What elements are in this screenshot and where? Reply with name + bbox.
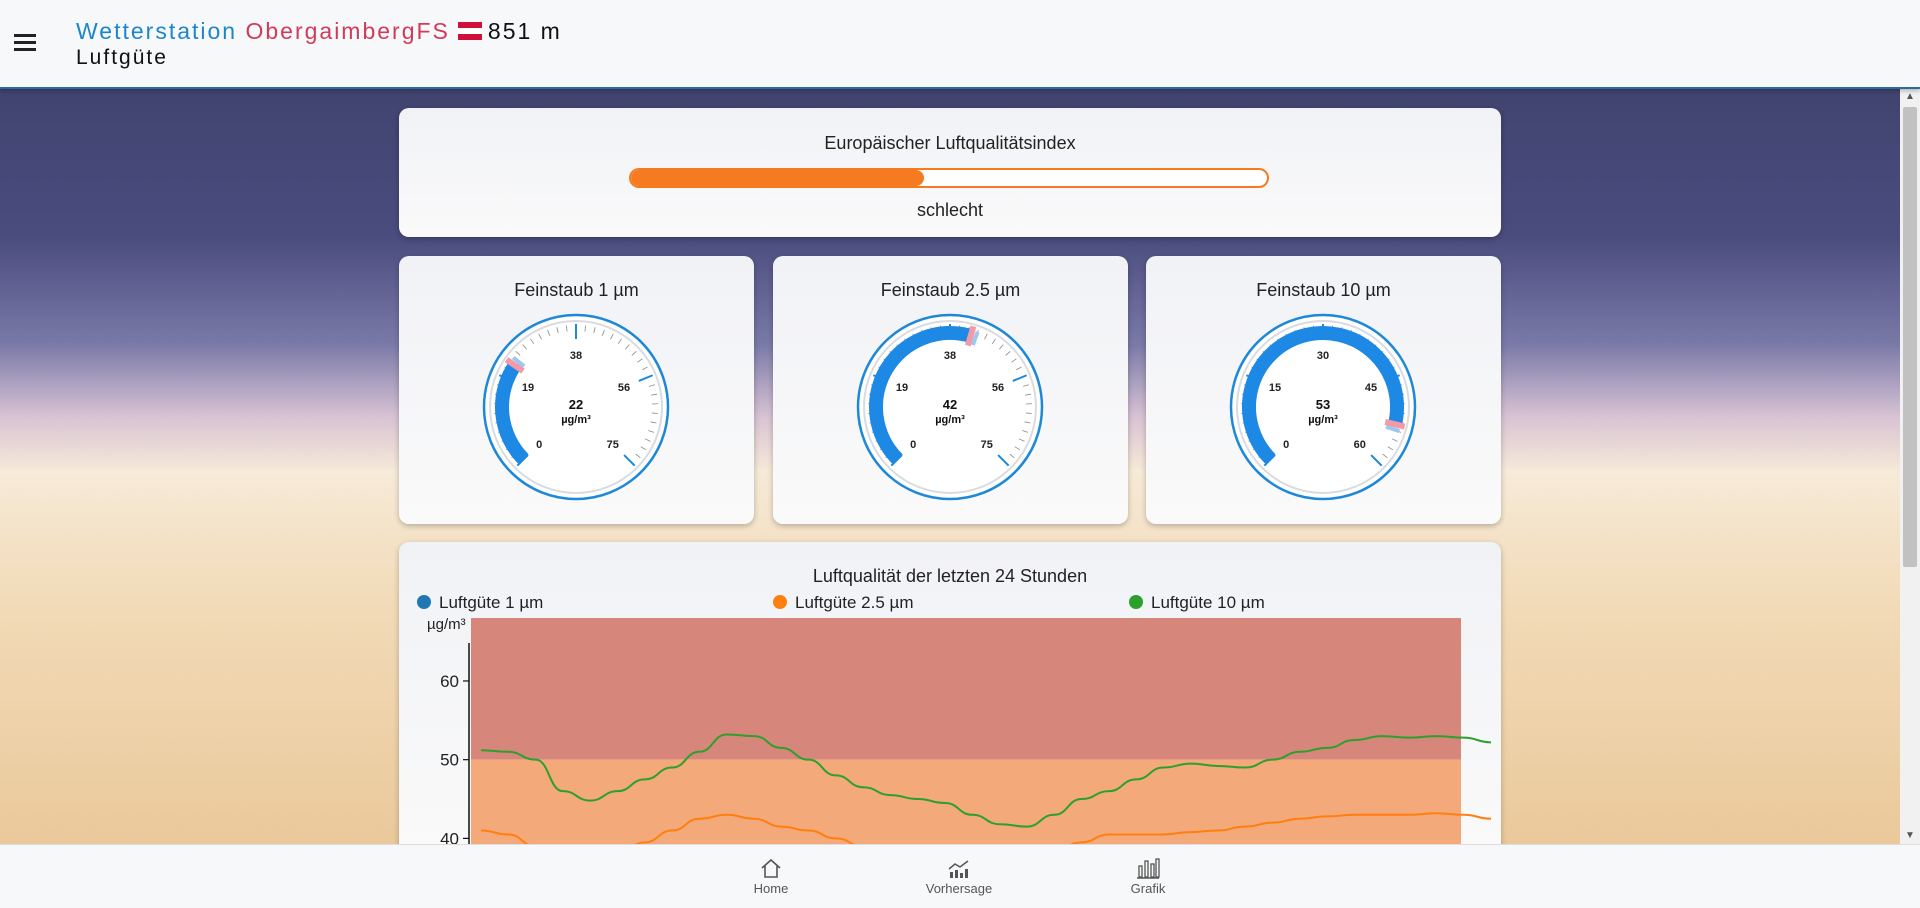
gauge-tick-label: 56 [618, 382, 630, 394]
title-station-name: ObergaimbergFS [245, 18, 449, 44]
scroll-thumb[interactable] [1903, 107, 1917, 567]
app-header: Wetterstation ObergaimbergFS 851 m Luftgü… [0, 0, 1920, 89]
gauge-unit: µg/m³ [935, 414, 965, 426]
nav-label: Grafik [1131, 881, 1166, 896]
gauge-tick-label: 56 [992, 382, 1004, 394]
chart-card: Luftqualität der letzten 24 Stunden Luft… [399, 542, 1501, 862]
scroll-up-icon[interactable]: ▲ [1900, 89, 1920, 105]
austria-flag-icon [458, 22, 482, 40]
page-subtitle: Luftgüte [76, 46, 168, 70]
aqi-status: schlecht [399, 200, 1501, 221]
aqi-progress-bar [629, 168, 1269, 188]
gauge-title: Feinstaub 1 µm [399, 280, 754, 301]
gauge-tick-label: 30 [1317, 350, 1329, 362]
gauge-value: 42 [943, 397, 957, 412]
gauge-unit: µg/m³ [1308, 414, 1338, 426]
y-axis-label: µg/m³ [427, 616, 466, 633]
gauge-card-pm10: Feinstaub 10 µm 0 15 30 45 60 53 µg/m³ [1146, 256, 1501, 524]
chart-band [471, 618, 1461, 760]
gauge-tick-label: 45 [1365, 382, 1377, 394]
gauge-pm1: 0 19 38 56 75 22 µg/m³ [481, 312, 671, 502]
gauge-card-pm1: Feinstaub 1 µm 0 19 38 56 75 22 µg/m³ [399, 256, 754, 524]
bottom-nav: Home Vorhersage Grafik [0, 844, 1920, 908]
home-icon [759, 857, 783, 879]
station-title: Wetterstation ObergaimbergFS 851 m [76, 18, 562, 45]
menu-icon[interactable] [14, 34, 38, 54]
gauge-value: 53 [1316, 397, 1330, 412]
gauge-tick-label: 19 [896, 382, 908, 394]
gauge-tick-label: 0 [910, 439, 916, 451]
gauge-pm10: 0 15 30 45 60 53 µg/m³ [1228, 312, 1418, 502]
gauge-tick-label: 60 [1354, 439, 1366, 451]
gauge-pm25: 0 19 38 56 75 42 µg/m³ [855, 312, 1045, 502]
aqi-title: Europäischer Luftqualitätsindex [399, 133, 1501, 154]
nav-graph[interactable]: Grafik [1093, 857, 1203, 896]
gauge-title: Feinstaub 10 µm [1146, 280, 1501, 301]
gauge-tick-label: 38 [944, 350, 956, 362]
gauge-unit: µg/m³ [561, 414, 591, 426]
gauge-tick-label: 0 [1283, 439, 1289, 451]
bar-chart-icon [1135, 857, 1161, 879]
nav-home[interactable]: Home [716, 857, 826, 896]
aqi-card: Europäischer Luftqualitätsindex schlecht [399, 108, 1501, 237]
y-tick-label: 60 [440, 672, 459, 691]
gauge-value: 22 [569, 397, 583, 412]
gauge-tick-label: 75 [607, 439, 619, 451]
title-station-label: Wetterstation [76, 18, 237, 44]
gauge-tick-label: 19 [522, 382, 534, 394]
aqi-progress-fill [631, 170, 924, 186]
nav-label: Home [754, 881, 789, 896]
gauge-tick-label: 15 [1269, 382, 1281, 394]
nav-label: Vorhersage [926, 881, 993, 896]
altitude: 851 m [488, 18, 562, 44]
gauge-title: Feinstaub 2.5 µm [773, 280, 1128, 301]
gauge-card-pm25: Feinstaub 2.5 µm 0 19 38 56 75 42 µg/m³ [773, 256, 1128, 524]
gauge-tick-label: 38 [570, 350, 582, 362]
scrollbar[interactable]: ▲ ▼ [1900, 89, 1920, 844]
nav-forecast[interactable]: Vorhersage [904, 857, 1014, 896]
gauge-tick-label: 0 [536, 439, 542, 451]
gauge-tick-label: 75 [981, 439, 993, 451]
y-tick-label: 50 [440, 751, 459, 770]
forecast-chart-icon [946, 857, 972, 879]
scroll-down-icon[interactable]: ▼ [1900, 828, 1920, 844]
